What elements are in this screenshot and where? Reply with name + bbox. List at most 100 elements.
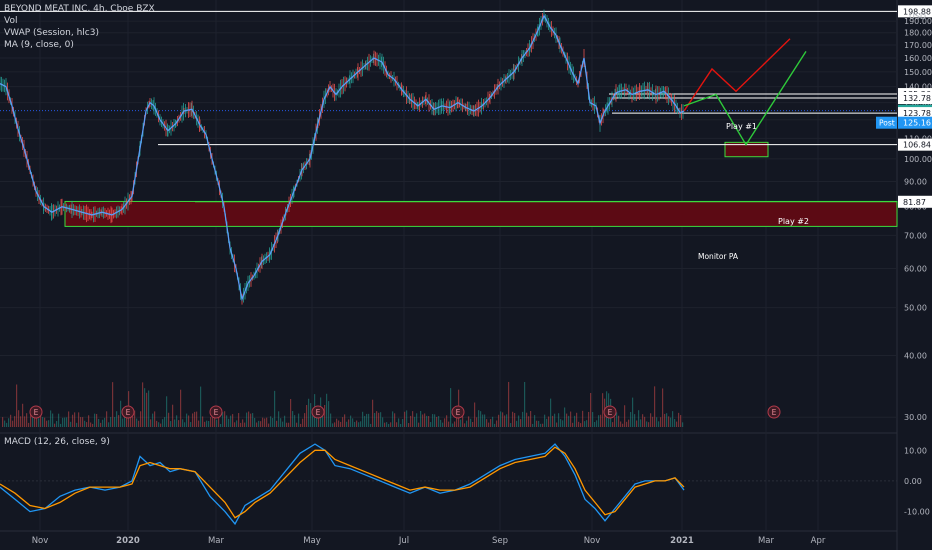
earnings-marker-label: E <box>316 408 321 417</box>
volume-bar <box>534 415 536 427</box>
volume-bar <box>488 422 490 427</box>
y-tick-label: 160.00 <box>904 54 932 63</box>
volume-bar <box>126 413 128 427</box>
y-tick-label: 50.00 <box>904 304 927 313</box>
volume-bar <box>22 403 24 427</box>
volume-bar <box>560 419 562 427</box>
volume-bar <box>262 417 264 427</box>
volume-bar <box>622 423 624 427</box>
volume-bar <box>378 412 380 427</box>
volume-bar <box>298 413 300 427</box>
volume-bar <box>110 417 112 427</box>
volume-bar <box>210 417 212 427</box>
volume-bar <box>396 422 398 427</box>
volume-bar <box>202 416 204 427</box>
volume-bar <box>406 410 408 427</box>
volume-bar <box>260 421 262 427</box>
volume-bar <box>288 422 290 427</box>
volume-bar <box>116 411 118 427</box>
volume-bar <box>644 416 646 427</box>
x-tick-label: May <box>303 536 321 546</box>
volume-bar <box>478 410 480 427</box>
volume-bar <box>270 416 272 427</box>
volume-bar <box>78 412 80 427</box>
volume-bar <box>86 422 88 427</box>
volume-bar <box>120 400 122 427</box>
volume-bar <box>452 423 454 427</box>
volume-bar <box>366 413 368 427</box>
volume-bar <box>182 419 184 427</box>
macd-indicator-label[interactable]: MACD (12, 26, close, 9) <box>4 437 110 447</box>
volume-bar <box>208 420 210 427</box>
monitor-zone <box>724 141 769 158</box>
volume-bar <box>524 381 526 427</box>
volume-bar <box>446 415 448 427</box>
price-label-box <box>898 195 932 208</box>
volume-bar <box>494 423 496 427</box>
post-price-box <box>898 116 932 129</box>
price-label-box <box>898 138 932 151</box>
volume-bar <box>4 420 6 427</box>
volume-bar <box>676 421 678 427</box>
volume-bar <box>168 412 170 427</box>
volume-bar <box>276 420 278 427</box>
price-label: 198.88 <box>903 7 931 16</box>
volume-bar <box>80 417 82 427</box>
volume-bar <box>340 421 342 427</box>
volume-bar <box>456 412 458 427</box>
post-badge <box>876 116 897 129</box>
volume-bar <box>222 412 224 427</box>
volume-bar <box>282 421 284 427</box>
volume-bar <box>490 419 492 427</box>
volume-bar <box>532 423 534 427</box>
volume-bar <box>226 415 228 427</box>
volume-bar <box>308 398 310 427</box>
symbol-title[interactable]: BEYOND MEAT INC, 4h, Cboe BZX <box>4 4 155 14</box>
volume-bar <box>500 411 502 427</box>
volume-bar <box>410 415 412 427</box>
volume-bar <box>562 420 564 427</box>
volume-bar <box>508 381 510 427</box>
volume-bar <box>96 413 98 427</box>
volume-bar <box>318 411 320 427</box>
volume-bar <box>392 411 394 427</box>
volume-bar <box>536 420 538 427</box>
volume-bar <box>104 417 106 427</box>
volume-bar <box>194 411 196 427</box>
vwap-indicator-label[interactable]: VWAP (Session, hlc3) <box>4 28 99 38</box>
volume-bar <box>70 421 72 427</box>
earnings-marker <box>767 405 781 419</box>
volume-bar <box>144 388 146 427</box>
volume-bar <box>368 413 370 427</box>
earnings-marker-label: E <box>456 408 461 417</box>
volume-bar <box>176 415 178 427</box>
volume-bar <box>614 417 616 427</box>
volume-bar <box>292 411 294 427</box>
volume-bar <box>502 412 504 427</box>
y-tick-label: 40.00 <box>904 351 927 360</box>
volume-bar <box>380 412 382 427</box>
ma-indicator-label[interactable]: MA (9, close, 0) <box>4 40 74 50</box>
volume-bar <box>400 423 402 427</box>
volume-bar <box>256 422 258 427</box>
earnings-marker-label: E <box>126 408 131 417</box>
volume-bar <box>8 418 10 427</box>
volume-bar <box>324 404 326 427</box>
x-tick-label: Apr <box>811 536 826 546</box>
volume-bar <box>44 417 46 427</box>
volume-bar <box>438 416 440 427</box>
earnings-marker-label: E <box>214 408 219 417</box>
volume-bar <box>574 415 576 427</box>
volume-bar <box>354 421 356 427</box>
volume-indicator-label[interactable]: Vol <box>4 16 18 26</box>
price-label: 81.87 <box>903 198 926 207</box>
play2-projection-line <box>683 51 807 147</box>
volume-bar <box>114 417 116 427</box>
volume-bar <box>240 422 242 427</box>
volume-bar <box>512 411 514 427</box>
play1-projection-line <box>683 38 791 112</box>
volume-bar <box>364 415 366 427</box>
earnings-marker <box>451 405 465 419</box>
volume-bar <box>484 414 486 427</box>
